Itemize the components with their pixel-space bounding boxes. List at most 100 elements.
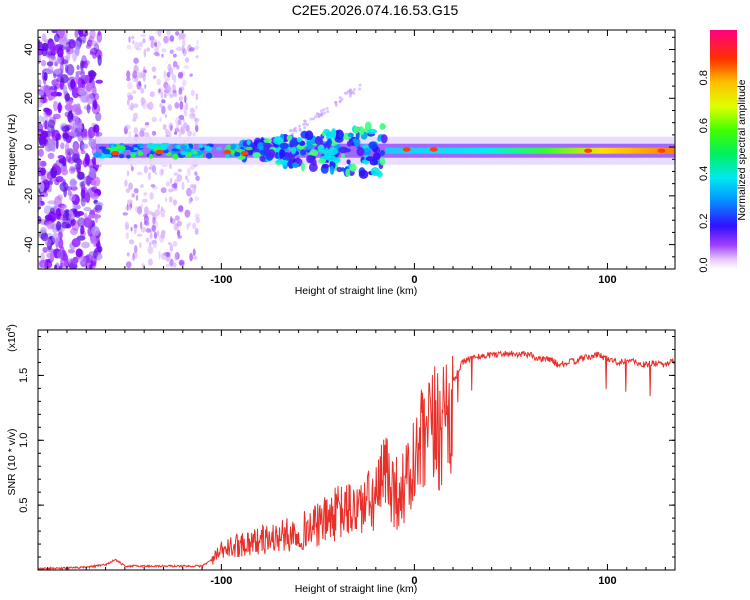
- band-hotspot: [584, 148, 593, 153]
- noise-blob: [143, 165, 148, 174]
- noise-blob: [190, 189, 196, 195]
- branch-blob: [349, 92, 353, 96]
- band-blob: [93, 152, 102, 158]
- noise-blob: [173, 172, 179, 176]
- noise-blob: [132, 90, 137, 94]
- noise-blob: [126, 252, 130, 257]
- band-blob: [368, 141, 378, 150]
- noise-blob: [157, 204, 161, 210]
- noise-blob: [140, 96, 145, 106]
- noise-blob: [153, 231, 158, 240]
- noise-blob: [176, 46, 182, 52]
- noise-blob: [50, 55, 56, 61]
- noise-blob: [160, 213, 166, 218]
- noise-blob: [189, 164, 196, 170]
- noise-blob: [126, 170, 130, 177]
- noise-blob: [38, 135, 44, 146]
- branch-blob: [323, 111, 327, 115]
- noise-blob: [154, 42, 158, 47]
- band-blob: [338, 131, 343, 139]
- band-blob: [336, 166, 343, 173]
- band-blob: [286, 134, 293, 141]
- noise-blob: [190, 113, 196, 118]
- noise-blob: [126, 70, 131, 79]
- noise-blob: [141, 226, 147, 233]
- noise-blob: [156, 78, 162, 86]
- band-blob: [234, 148, 243, 153]
- branch-blob: [298, 127, 302, 131]
- noise-blob: [169, 130, 172, 138]
- noise-blob: [146, 47, 150, 52]
- band-blob: [205, 152, 213, 159]
- noise-blob: [48, 54, 57, 63]
- snr-y-axis-label: SNR (10 * v/v): [6, 428, 18, 495]
- noise-blob: [94, 93, 100, 101]
- noise-blob: [153, 51, 160, 56]
- noise-blob: [160, 252, 167, 261]
- noise-blob: [127, 206, 132, 211]
- band-blob: [137, 151, 144, 156]
- band-blob: [118, 153, 125, 159]
- band-blob: [365, 156, 375, 162]
- noise-blob: [46, 171, 54, 181]
- branch-blob: [325, 106, 329, 110]
- band-blob: [370, 167, 380, 177]
- noise-blob: [85, 154, 91, 165]
- noise-blob: [176, 174, 183, 182]
- spectrogram-x-axis-label: Height of straight line (km): [295, 285, 418, 297]
- noise-blob: [73, 262, 77, 269]
- snr-series-line: [38, 350, 675, 570]
- noise-blob: [152, 131, 155, 137]
- branch-blob: [334, 100, 338, 104]
- noise-blob: [128, 182, 133, 190]
- noise-blob: [77, 77, 82, 89]
- noise-blob: [150, 40, 155, 49]
- noise-blob: [76, 64, 80, 71]
- noise-blob: [190, 108, 196, 113]
- noise-blob: [44, 214, 53, 221]
- noise-blob: [139, 129, 145, 138]
- noise-blob: [80, 74, 87, 79]
- noise-blob: [169, 49, 174, 55]
- noise-blob: [54, 264, 58, 269]
- band-blob: [160, 144, 168, 151]
- noise-blob: [64, 93, 71, 102]
- noise-blob: [56, 92, 62, 97]
- band-blob: [146, 142, 155, 149]
- noise-blob: [62, 216, 67, 222]
- noise-blob: [175, 31, 180, 36]
- noise-blob: [70, 260, 74, 269]
- band-blob: [230, 144, 236, 151]
- noise-blob: [51, 144, 56, 153]
- x-tick-label: 100: [598, 274, 616, 286]
- band-blob: [291, 162, 300, 168]
- noise-blob: [73, 86, 78, 97]
- noise-blob: [55, 175, 64, 183]
- band-blob: [306, 154, 315, 164]
- noise-blob: [195, 217, 200, 224]
- noise-blob: [169, 244, 174, 252]
- noise-blob: [70, 167, 77, 172]
- noise-blob: [143, 213, 148, 218]
- noise-blob: [196, 39, 199, 46]
- band-blob: [209, 143, 214, 148]
- band-blob: [225, 154, 230, 159]
- noise-blob: [163, 35, 169, 44]
- noise-blob: [59, 34, 68, 42]
- noise-blob: [83, 60, 88, 69]
- branch-blob: [352, 87, 356, 91]
- noise-blob: [81, 144, 85, 150]
- band-blob: [353, 126, 359, 134]
- noise-blob: [169, 177, 173, 184]
- branch-blob: [334, 103, 338, 107]
- noise-blob: [136, 233, 143, 237]
- band-blob: [252, 148, 261, 154]
- noise-blob: [155, 30, 160, 35]
- noise-blob: [152, 239, 158, 249]
- noise-blob: [190, 89, 195, 97]
- noise-blob: [174, 131, 178, 135]
- noise-blob: [41, 130, 49, 139]
- noise-blob: [50, 85, 58, 91]
- y-tick-label: 0.5: [18, 497, 30, 512]
- noise-blob: [158, 250, 161, 260]
